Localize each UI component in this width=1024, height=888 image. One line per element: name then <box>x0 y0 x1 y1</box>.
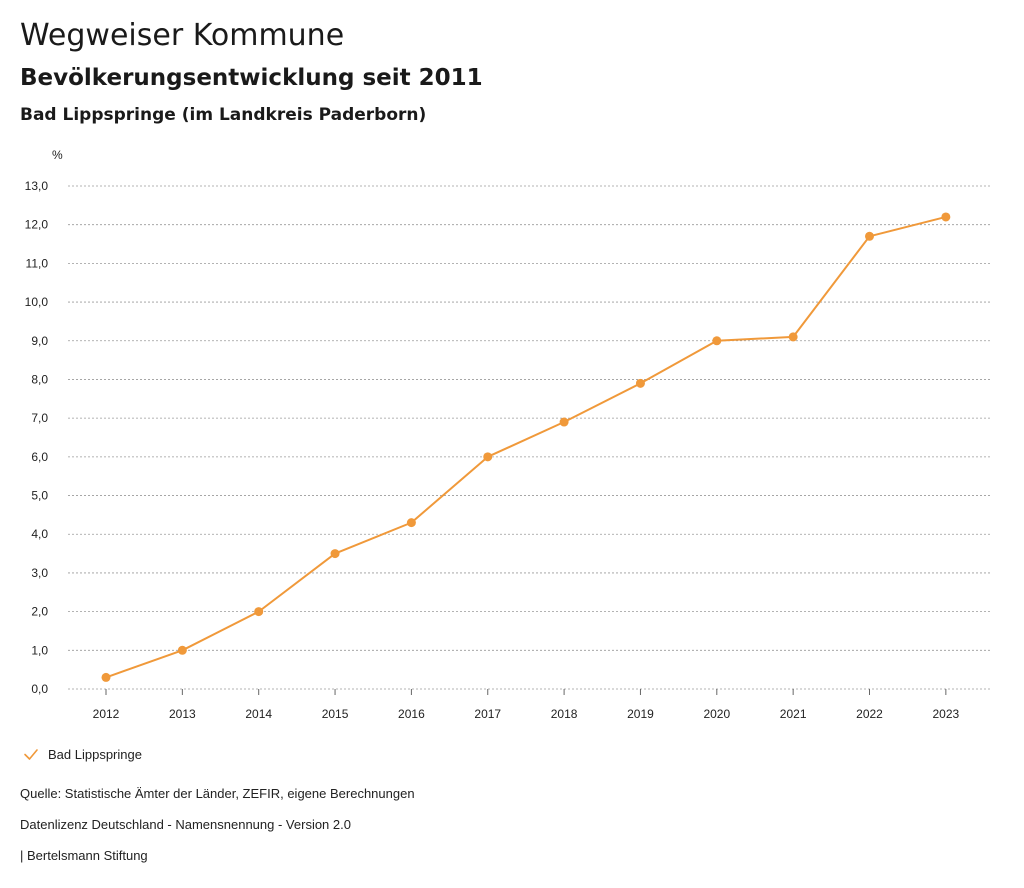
source-note: Quelle: Statistische Ämter der Länder, Z… <box>20 786 415 801</box>
x-tick-label: 2018 <box>551 707 578 721</box>
license-note: Datenlizenz Deutschland - Namensnennung … <box>20 817 351 832</box>
y-tick-label: 6,0 <box>31 450 48 464</box>
x-tick-label: 2012 <box>93 707 120 721</box>
line-chart: % 0,0 1,0 2,0 3,0 4,0 5,0 6,0 7,0 8,0 9,0 10,0 11,0 1… <box>25 148 990 721</box>
x-tick-label: 2020 <box>703 707 730 721</box>
x-tick-label: 2015 <box>322 707 349 721</box>
chart-subtitle: Bevölkerungsentwicklung seit 2011 <box>20 65 483 91</box>
y-tick-label: 2,0 <box>31 605 48 619</box>
y-tick-label: 9,0 <box>31 334 48 348</box>
x-tick-label: 2013 <box>169 707 196 721</box>
data-point <box>101 672 111 682</box>
region-label: Bad Lippspringe (im Landkreis Paderborn) <box>20 105 427 125</box>
y-tick-label: 11,0 <box>26 256 49 270</box>
y-tick-label: 10,0 <box>25 295 49 309</box>
series-line <box>105 215 947 679</box>
check-icon <box>24 749 38 760</box>
y-tick-label: 3,0 <box>31 566 48 580</box>
y-axis-label: % <box>52 148 63 162</box>
y-tick-label: 1,0 <box>31 643 48 657</box>
y-tick-label: 0,0 <box>31 682 48 696</box>
x-tick-label: 2019 <box>627 707 654 721</box>
data-point <box>941 212 951 222</box>
x-tick-label: 2016 <box>398 707 425 721</box>
legend-item-bad-lippspringe[interactable]: Bad Lippspringe <box>22 745 142 763</box>
credit-note: | Bertelsmann Stiftung <box>20 848 148 863</box>
x-tick-label: 2017 <box>474 707 501 721</box>
data-point <box>483 452 493 462</box>
y-tick-label: 8,0 <box>31 372 48 386</box>
grid-layer <box>68 185 990 690</box>
y-tick-label: 5,0 <box>31 489 48 503</box>
data-point <box>330 549 340 559</box>
y-tick-label: 13,0 <box>25 179 49 193</box>
axis-layer: % 0,0 1,0 2,0 3,0 4,0 5,0 6,0 7,0 8,0 9,0 10,0 11,0 1… <box>25 148 960 721</box>
data-point <box>406 518 416 528</box>
y-tick-label: 12,0 <box>25 218 49 232</box>
x-tick-label: 2023 <box>932 707 959 721</box>
legend-label: Bad Lippspringe <box>48 746 142 762</box>
x-tick-label: 2014 <box>245 707 272 721</box>
data-point <box>865 231 874 241</box>
data-point <box>635 378 645 388</box>
data-point <box>254 607 264 617</box>
x-tick-label: 2022 <box>856 707 883 721</box>
data-point <box>712 336 722 346</box>
x-tick-label: 2021 <box>780 707 807 721</box>
y-tick-label: 7,0 <box>31 411 48 425</box>
data-point <box>177 645 187 655</box>
data-point <box>559 417 569 427</box>
page-title: Wegweiser Kommune <box>20 18 345 53</box>
y-tick-label: 4,0 <box>31 527 48 541</box>
series-layer <box>101 212 951 682</box>
data-point <box>788 332 798 342</box>
